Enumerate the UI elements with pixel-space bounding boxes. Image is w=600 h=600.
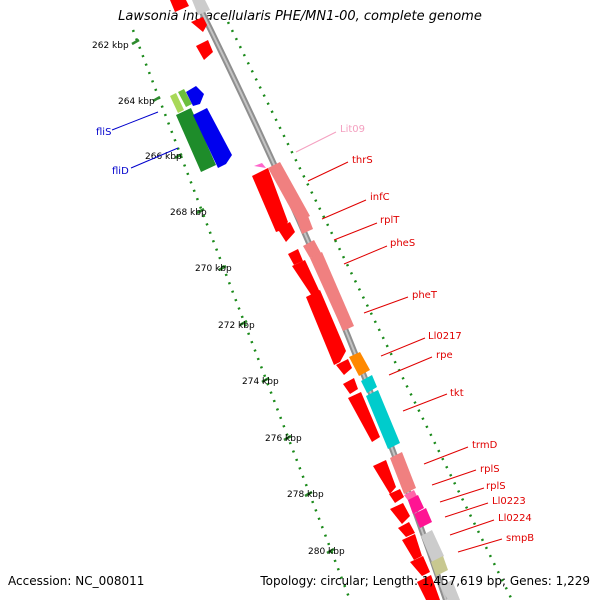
tick-270 [218, 264, 227, 272]
tick-274 [261, 376, 270, 384]
gene-feature [170, 0, 189, 12]
gene-features-top [170, 0, 266, 168]
gene-label-thrs: thrS [352, 155, 373, 166]
gene-label-ll0224: Ll0224 [498, 513, 532, 524]
gene-label-rpls-1: rplS [480, 464, 500, 475]
scale-label: 272 kbp [218, 321, 255, 331]
gene-feature [421, 530, 444, 562]
gene-label-flis: fliS [96, 127, 111, 138]
accession-text: Accession: NC_008011 [8, 574, 145, 588]
tick-264 [152, 95, 161, 103]
tick-280 [326, 547, 335, 555]
gene-label-flid: fliD [112, 166, 129, 177]
gene-feature [196, 40, 213, 60]
gene-feature [398, 522, 415, 537]
tick-266 [174, 152, 183, 160]
scale-label: 280 kbp [308, 547, 345, 557]
gene-feature [254, 163, 266, 168]
gene-feature [343, 378, 358, 394]
gene-feature [431, 556, 448, 576]
gene-feature [268, 162, 310, 222]
gene-feature [440, 580, 460, 600]
gene-feature [277, 222, 295, 242]
tick-278 [304, 490, 313, 498]
gene-feature [414, 508, 432, 528]
scale-label: 266 kbp [145, 152, 182, 162]
label-leaders [111, 111, 503, 553]
scale-label: 278 kbp [287, 490, 324, 500]
gene-feature [349, 352, 370, 376]
gene-feature [176, 108, 216, 172]
gene-label-lit09: Lit09 [340, 124, 365, 135]
gene-feature [348, 392, 380, 442]
scale-label: 274 kbp [242, 377, 279, 387]
gene-feature [373, 460, 396, 494]
gene-label-trmd: trmD [472, 440, 498, 451]
gene-feature [193, 108, 232, 168]
scale-ticks [131, 38, 335, 555]
tick-272 [239, 319, 248, 327]
tick-268 [196, 207, 205, 215]
gene-feature [389, 489, 404, 503]
gene-feature [178, 89, 192, 107]
gene-label-infc: infC [370, 192, 390, 203]
gene-labels: fliS fliD Lit09 thrS infC rplT pheS pheT… [96, 124, 534, 544]
gene-feature [170, 93, 184, 113]
gene-label-ll0217: Ll0217 [428, 331, 462, 342]
gene-features-right [252, 162, 460, 600]
gene-label-phet: pheT [412, 290, 438, 301]
scale-label: 270 kbp [195, 264, 232, 274]
tick-276 [283, 434, 292, 442]
gene-label-smpb: smpB [506, 533, 534, 544]
gene-feature [366, 390, 400, 449]
gene-feature [297, 216, 313, 234]
gene-label-rpe: rpe [436, 350, 453, 361]
gene-label-phes: pheS [390, 238, 415, 249]
gene-feature [336, 359, 352, 375]
scale-label: 264 kbp [118, 97, 155, 107]
scale-label: 276 kbp [265, 434, 302, 444]
scale-label: 268 kbp [170, 208, 207, 218]
gene-feature [192, 0, 210, 15]
gene-label-rplt: rplT [380, 215, 400, 226]
gene-feature [310, 252, 354, 331]
topology-text: Topology: circular; Length: 1,457,619 bp… [260, 574, 590, 588]
gene-features-left [170, 86, 232, 172]
gene-feature [402, 534, 422, 560]
gene-feature [303, 240, 321, 258]
gene-label-rpls-2: rplS [486, 481, 506, 492]
gene-feature [306, 290, 346, 365]
scale-labels: 262 kbp 264 kbp 266 kbp 268 kbp 270 kbp … [92, 41, 345, 557]
gene-label-tkt: tkt [450, 388, 464, 399]
gene-feature [252, 168, 288, 232]
gene-feature [390, 503, 410, 524]
gene-feature [417, 575, 440, 600]
gene-label-ll0223: Ll0223 [492, 496, 526, 507]
gene-feature [361, 375, 377, 393]
gene-feature [410, 556, 430, 576]
tick-262 [131, 38, 140, 46]
gene-feature [186, 86, 204, 106]
gene-feature [390, 452, 416, 494]
gene-feature [191, 17, 207, 32]
gene-feature [408, 495, 424, 514]
scale-label: 262 kbp [92, 41, 129, 51]
gene-feature [288, 249, 303, 265]
